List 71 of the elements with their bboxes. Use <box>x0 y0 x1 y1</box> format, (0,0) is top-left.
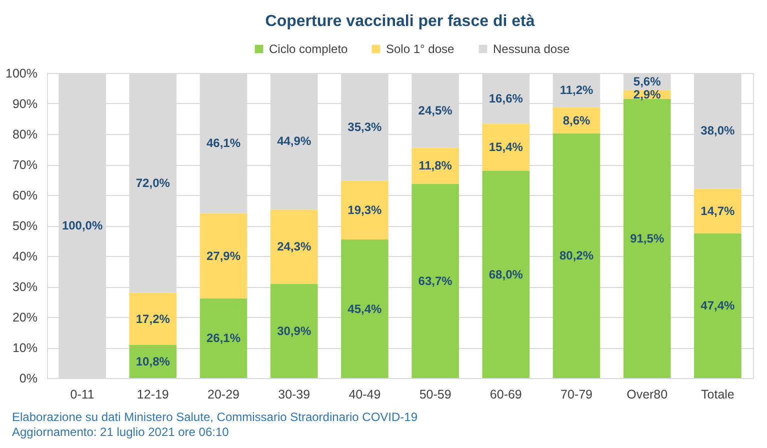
data-label: 26,1% <box>206 331 241 346</box>
y-tick-label: 80% <box>12 128 38 142</box>
x-tick-label: 20-29 <box>208 388 240 402</box>
bar <box>623 98 671 378</box>
bar <box>482 124 530 171</box>
chart-title: Coperture vaccinali per fasce di età <box>265 13 535 30</box>
text: Aggiornamento: 21 luglio 2021 ore 06:10 <box>12 425 230 439</box>
bar <box>694 188 742 234</box>
bar <box>412 148 459 184</box>
data-label: 24,5% <box>418 103 453 118</box>
x-tick-label: 50-59 <box>419 388 452 402</box>
data-label: 47,4% <box>700 298 736 313</box>
x-tick-label: Over80 <box>626 388 668 402</box>
data-label: 68,0% <box>488 267 524 282</box>
y-tick-label: 0% <box>19 372 38 386</box>
y-tick-label: 60% <box>12 188 38 202</box>
data-label: 63,7% <box>418 274 453 288</box>
data-label: 91,5% <box>630 231 664 246</box>
bar <box>694 233 742 378</box>
y-tick-label: 10% <box>12 341 38 355</box>
data-label: 30,9% <box>277 324 312 338</box>
x-tick-label: 60-69 <box>490 388 522 402</box>
x-tick-label: Totale <box>701 388 734 402</box>
bar <box>200 213 248 298</box>
bar <box>552 133 600 378</box>
y-tick-label: 100% <box>6 66 38 80</box>
legend-label: Solo 1° dose <box>386 42 455 56</box>
bar <box>341 180 388 240</box>
data-label: 10,8% <box>136 354 170 369</box>
bar <box>270 210 318 284</box>
data-label: 72,0% <box>136 176 170 190</box>
bar <box>412 184 459 378</box>
bar <box>200 298 248 378</box>
bar <box>270 284 318 378</box>
data-label: 14,7% <box>700 204 736 218</box>
data-label: 46,1% <box>206 136 241 150</box>
data-label: 2,9% <box>633 88 662 102</box>
data-label: 15,4% <box>488 140 524 154</box>
text: Elaborazione su dati Ministero Salute, Commissario Straordinario COVID-19 <box>12 410 418 424</box>
y-tick-label: 90% <box>12 97 38 111</box>
data-label: 5,6% <box>633 74 662 89</box>
x-tick-label: 12-19 <box>136 388 169 402</box>
data-label: 80,2% <box>559 248 594 263</box>
y-tick-label: 70% <box>12 158 38 172</box>
data-label: 27,9% <box>206 248 241 263</box>
data-label: 11,2% <box>560 83 594 98</box>
x-tick-label: 30-39 <box>278 388 310 402</box>
data-label: 35,3% <box>348 120 382 134</box>
data-label: 17,2% <box>136 312 170 326</box>
x-tick-label: 40-49 <box>348 388 381 402</box>
y-tick-label: 30% <box>12 280 38 294</box>
legend-label: Nessuna dose <box>493 42 570 56</box>
data-label: 16,6% <box>488 91 524 106</box>
bar <box>482 170 530 378</box>
legend-label: Ciclo completo <box>269 42 348 56</box>
y-tick-label: 50% <box>12 219 38 233</box>
data-label: 100,0% <box>62 218 103 232</box>
data-label: 24,3% <box>277 240 312 254</box>
data-label: 45,4% <box>348 302 382 316</box>
x-tick-label: 70-79 <box>560 388 593 402</box>
bar <box>341 240 388 378</box>
y-tick-label: 20% <box>12 310 38 324</box>
bar <box>129 292 177 346</box>
data-label: 8,6% <box>562 113 590 128</box>
data-label: 11,8% <box>418 158 452 173</box>
bar <box>129 345 177 378</box>
data-label: 38,0% <box>700 124 736 138</box>
data-label: 19,3% <box>348 203 382 218</box>
data-label: 44,9% <box>277 134 312 148</box>
x-tick-label: 0-11 <box>70 388 94 402</box>
y-tick-label: 40% <box>12 250 38 264</box>
